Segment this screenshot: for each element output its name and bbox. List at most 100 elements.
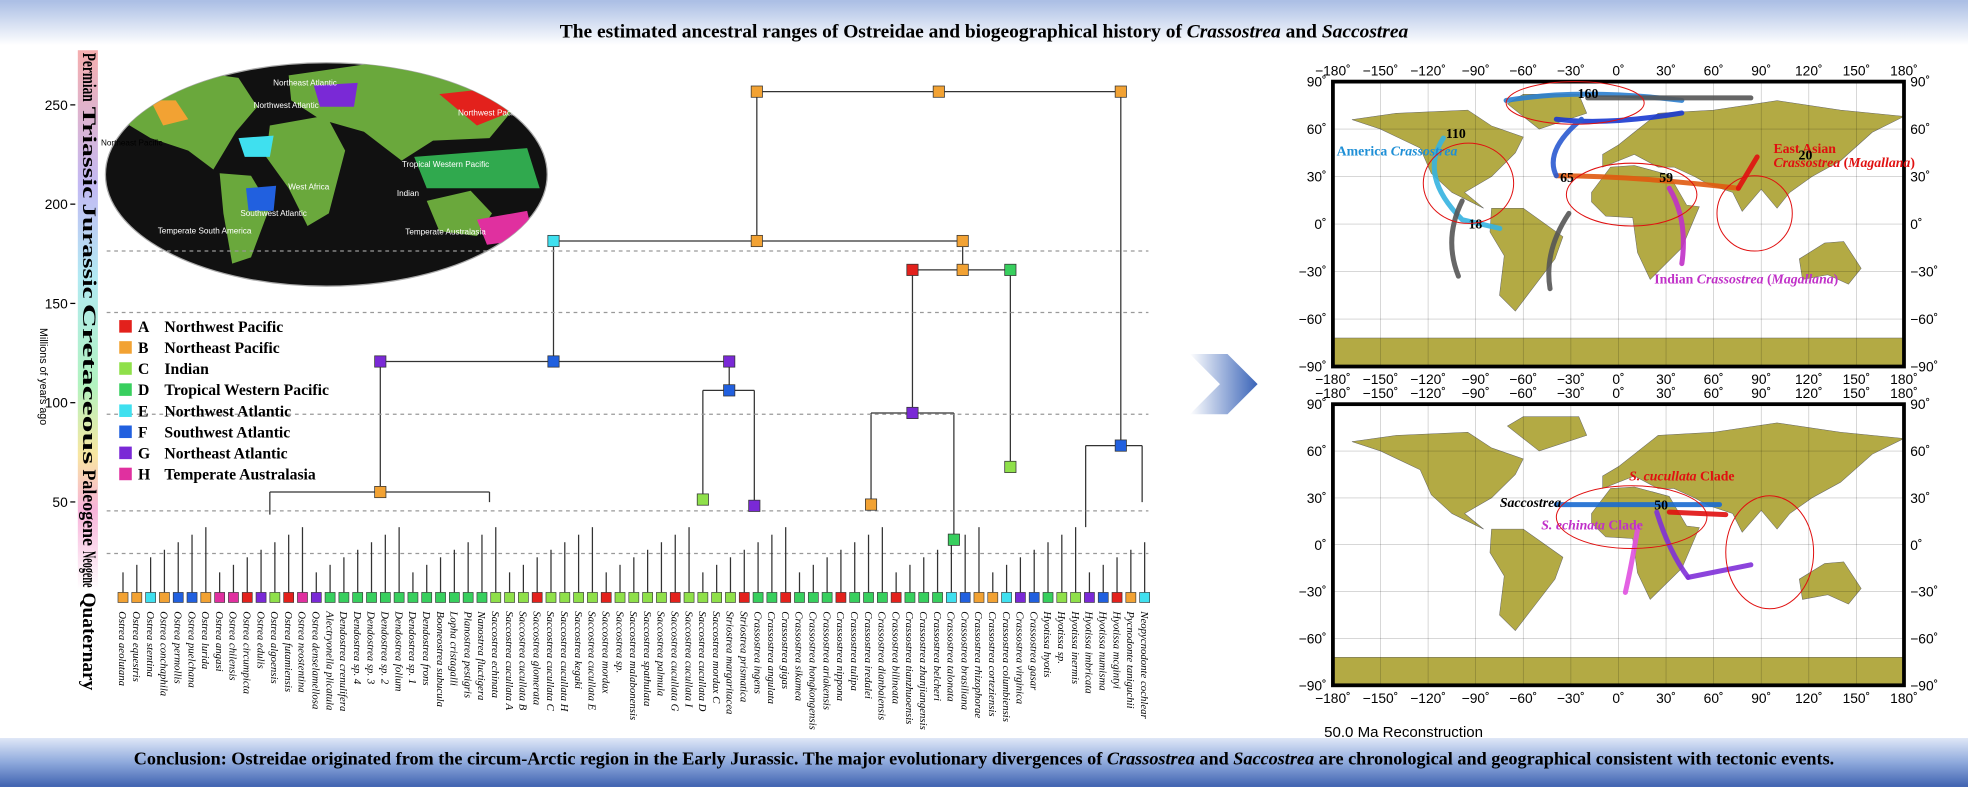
legend-swatch: [119, 425, 132, 439]
map-annotation: Crassostrea (Magallana): [1773, 155, 1914, 171]
species-label: Crassostrea dianbaiensis: [876, 611, 888, 720]
map-annotation: S. cucullata Clade: [1629, 469, 1734, 484]
leaf-node: [200, 592, 212, 603]
species-label: Saccostrea cucullata H: [558, 611, 570, 712]
leaf-node: [669, 592, 681, 603]
y-tick-label: 200: [45, 197, 68, 212]
dispersal-arrow: [1685, 562, 1754, 580]
species-label: Ostrea futamiensis: [282, 611, 294, 692]
inset-region-label: Northeast Pacific: [101, 139, 163, 148]
leaf-node: [1056, 592, 1068, 603]
text-part: Crassostrea: [1697, 272, 1764, 287]
leaf-node: [1125, 592, 1137, 603]
leaf-node: [297, 592, 308, 603]
species-label: Saccostrea cucullata B: [517, 611, 529, 710]
species-label: Crassostrea belcheri: [931, 611, 943, 701]
map-y-tick-label: −30˚: [1299, 585, 1327, 600]
highlight-ring: [1725, 495, 1815, 610]
title-band: [0, 0, 1968, 46]
text-part: (: [1764, 272, 1772, 288]
leaf-node: [807, 592, 819, 603]
ancestral-node: [374, 355, 387, 368]
leaf-node: [1001, 592, 1012, 603]
map-y-tick-label: −60˚: [1910, 631, 1938, 646]
inset-region-label: Northeast Atlantic: [273, 78, 337, 87]
map-x-tick-label: 90˚: [1751, 372, 1771, 387]
leaf-node: [131, 592, 143, 603]
text-part: are chronological and geographical consi…: [1314, 748, 1834, 768]
leaf-node: [821, 592, 833, 603]
y-tick-label: 150: [45, 296, 68, 311]
text-part: Crassostrea: [1773, 155, 1840, 170]
species-label: Crassostrea gasar: [1027, 611, 1039, 691]
text-part: 50: [1654, 498, 1668, 513]
map-x-tick-label: 150˚: [1843, 691, 1871, 706]
map-annotation: 59: [1659, 170, 1673, 185]
leaf-node: [614, 592, 626, 603]
leaf-node: [849, 592, 861, 603]
map-x-tick-label: −180˚: [1315, 63, 1351, 78]
leaf-node: [600, 592, 612, 603]
leaf-node: [1028, 592, 1040, 603]
leaf-node: [683, 592, 695, 603]
leaf-node: [766, 592, 778, 603]
map-x-tick-label: −30˚: [1557, 372, 1585, 387]
map-x-tick-label: 30˚: [1656, 372, 1676, 387]
leaf-node: [269, 592, 281, 603]
panel-arrow: [1189, 353, 1258, 415]
map-y-tick-label: −90˚: [1299, 360, 1327, 375]
text-part: S. cucullata: [1629, 469, 1697, 484]
text-part: S. echinata: [1541, 518, 1605, 533]
leaf-node: [545, 592, 557, 603]
map-y-tick-label: 30˚: [1910, 170, 1930, 185]
dispersal-arrow: [1431, 135, 1503, 231]
text-part: 18: [1468, 216, 1482, 231]
text-part: 59: [1659, 170, 1673, 185]
text-part: Conclusion: Ostreidae originated from th…: [134, 748, 1107, 768]
species-label: Ostrea algoensis: [268, 611, 280, 683]
ancestral-node: [750, 85, 763, 98]
leaf-node: [186, 592, 198, 603]
leaf-node: [214, 592, 225, 603]
species-label: Saccostrea cucullata E: [586, 611, 598, 710]
leaf-node: [435, 592, 446, 603]
species-label: Crassostrea hongkongensis: [807, 611, 819, 730]
dispersal-arrow: [1550, 116, 1584, 179]
map-x-tick-label: 120˚: [1795, 63, 1823, 78]
species-label: Saccostrea kegaki: [572, 611, 584, 689]
map-x-tick-label: 180˚: [1890, 372, 1918, 387]
map-x-tick-label: 30˚: [1656, 691, 1676, 706]
leaf-node: [1042, 592, 1054, 603]
map-x-tick-label: −120˚: [1410, 691, 1446, 706]
land: [1351, 109, 1524, 209]
species-label: Saccostrea mordax: [599, 611, 611, 693]
map-x-tick-label: 30˚: [1656, 63, 1676, 78]
leaf-node: [1139, 592, 1150, 603]
ancestral-node: [1114, 85, 1127, 98]
period-label: Jurassic: [78, 203, 99, 298]
map-x-tick-label: −60˚: [1509, 691, 1537, 706]
y-tick-label: 50: [52, 495, 68, 510]
map-x-tick-label: −120˚: [1410, 372, 1446, 387]
legend-swatch: [119, 341, 132, 354]
map-annotation: Indian Crassostrea (Magallana): [1654, 272, 1838, 288]
species-label: Hyotissa sp.: [1055, 610, 1067, 664]
ancestral-node: [1004, 460, 1017, 473]
inset-region-label: Tropical Western Pacific: [402, 160, 489, 169]
inset-region-label: Southwest Atlantic: [240, 209, 307, 218]
species-label: Striostrea prismatica: [738, 611, 750, 702]
species-label: Dendostrea sp. 2: [379, 610, 391, 685]
map-frame: [1331, 79, 1906, 369]
map-x-tick-label: −90˚: [1462, 63, 1490, 78]
species-label: Ostrea permollis: [171, 611, 183, 683]
map-x-tick-label: 60˚: [1704, 63, 1724, 78]
map-x-tick-label: −60˚: [1509, 372, 1537, 387]
map-x-tick-label: 30˚: [1656, 386, 1676, 401]
inset-region-label: Northwest Atlantic: [254, 101, 319, 110]
text-part: (: [1840, 155, 1848, 171]
text-part: 160: [1578, 86, 1599, 101]
map-y-tick-label: 0˚: [1910, 538, 1922, 553]
map-x-tick-label: 120˚: [1795, 386, 1823, 401]
